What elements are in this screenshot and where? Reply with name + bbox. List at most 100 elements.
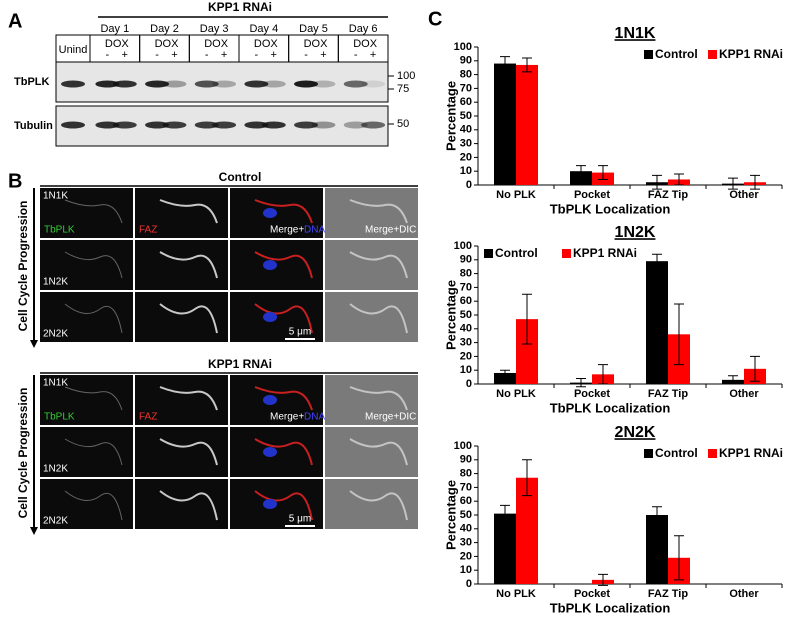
cell bbox=[159, 303, 218, 334]
y-tick-label: 40 bbox=[460, 124, 472, 136]
cell bbox=[159, 251, 218, 279]
error-bar bbox=[522, 293, 532, 345]
micrograph bbox=[135, 427, 228, 477]
row-label: TbPLK bbox=[14, 76, 49, 88]
band bbox=[261, 121, 286, 129]
x-tick-label: No PLK bbox=[496, 588, 536, 600]
band bbox=[294, 80, 319, 88]
x-tick-label: Pocket bbox=[574, 588, 610, 600]
y-tick-label: 20 bbox=[460, 550, 472, 562]
error-bar bbox=[728, 177, 738, 190]
cell bbox=[254, 490, 313, 521]
channel-label: DNA bbox=[304, 225, 325, 236]
error-bar bbox=[652, 253, 662, 269]
day-label: Day 4 bbox=[249, 23, 278, 35]
band bbox=[95, 121, 120, 129]
legend-swatch bbox=[708, 50, 717, 59]
nucleus bbox=[263, 260, 277, 270]
legend-label: Control bbox=[655, 47, 698, 61]
day-label: Day 1 bbox=[100, 23, 129, 35]
nucleus bbox=[263, 395, 277, 405]
legend-swatch bbox=[644, 50, 653, 59]
error-bar bbox=[576, 377, 586, 388]
band bbox=[361, 80, 386, 88]
error-bar bbox=[674, 303, 684, 366]
bar bbox=[494, 513, 516, 584]
y-tick-label: 100 bbox=[454, 240, 472, 252]
y-axis-label: Percentage bbox=[443, 480, 458, 550]
cell bbox=[159, 490, 218, 521]
chart-title: 1N2K bbox=[615, 224, 656, 241]
stage-label: 1N1K bbox=[43, 191, 68, 202]
y-tick-label: 70 bbox=[460, 82, 472, 94]
y-tick-label: 60 bbox=[460, 495, 472, 507]
dox-label: DOX bbox=[204, 38, 229, 50]
band bbox=[212, 80, 237, 88]
bar bbox=[494, 63, 516, 186]
bar bbox=[516, 477, 538, 584]
nucleus bbox=[263, 208, 277, 218]
minus-label: - bbox=[155, 49, 159, 61]
y-tick-label: 20 bbox=[460, 151, 472, 163]
y-tick-label: 50 bbox=[460, 509, 472, 521]
cell bbox=[159, 438, 218, 466]
x-axis-label: TbPLK Localization bbox=[550, 201, 671, 216]
plus-label: + bbox=[221, 49, 227, 61]
band bbox=[244, 121, 269, 129]
error-bar bbox=[652, 174, 662, 190]
error-bar bbox=[522, 57, 532, 73]
error-bar bbox=[728, 375, 738, 385]
micrograph bbox=[325, 427, 418, 477]
minus-label: - bbox=[205, 49, 209, 61]
channel-label: Merge+ bbox=[270, 225, 304, 236]
y-tick-label: 0 bbox=[466, 578, 472, 590]
y-tick-label: 30 bbox=[460, 337, 472, 349]
band bbox=[261, 80, 286, 88]
dox-label: DOX bbox=[304, 38, 329, 50]
x-tick-label: Other bbox=[729, 189, 759, 201]
blot-title: KPP1 RNAi bbox=[208, 0, 272, 14]
y-tick-label: 70 bbox=[460, 281, 472, 293]
band bbox=[145, 121, 170, 129]
dox-label: DOX bbox=[155, 38, 180, 50]
cell bbox=[254, 251, 313, 279]
dox-label: DOX bbox=[353, 38, 378, 50]
micrograph bbox=[135, 240, 228, 290]
stage-label: 2N2K bbox=[43, 329, 68, 340]
error-bar bbox=[598, 364, 608, 385]
band bbox=[343, 121, 368, 129]
y-tick-label: 10 bbox=[460, 364, 472, 376]
cell bbox=[254, 386, 313, 411]
stage-label: 1N2K bbox=[43, 464, 68, 475]
y-tick-label: 30 bbox=[460, 138, 472, 150]
bar bbox=[646, 515, 668, 584]
legend-swatch bbox=[708, 449, 717, 458]
day-label: Day 2 bbox=[150, 23, 179, 35]
lane-label: Unind bbox=[59, 44, 88, 56]
band bbox=[311, 121, 336, 129]
error-bar bbox=[674, 535, 684, 581]
y-tick-label: 60 bbox=[460, 96, 472, 108]
y-tick-label: 100 bbox=[454, 440, 472, 452]
micrograph bbox=[135, 292, 228, 342]
y-tick-label: 90 bbox=[460, 454, 472, 466]
channel-label: DNA bbox=[304, 412, 325, 423]
plus-label: + bbox=[320, 49, 326, 61]
axis-label: Cell Cycle Progression bbox=[16, 201, 30, 332]
y-tick-label: 50 bbox=[460, 309, 472, 321]
band bbox=[95, 80, 120, 88]
band bbox=[294, 121, 319, 129]
y-tick-label: 0 bbox=[466, 179, 472, 191]
channel-label: Merge+DIC bbox=[365, 225, 416, 236]
legend-label: KPP1 RNAi bbox=[719, 446, 783, 460]
error-bar bbox=[576, 165, 586, 178]
band bbox=[61, 80, 85, 88]
band bbox=[244, 80, 269, 88]
cell bbox=[349, 438, 408, 466]
x-tick-label: Pocket bbox=[574, 388, 610, 400]
y-tick-label: 0 bbox=[466, 378, 472, 390]
cell bbox=[159, 386, 218, 411]
band bbox=[212, 121, 237, 129]
error-bar bbox=[652, 506, 662, 524]
